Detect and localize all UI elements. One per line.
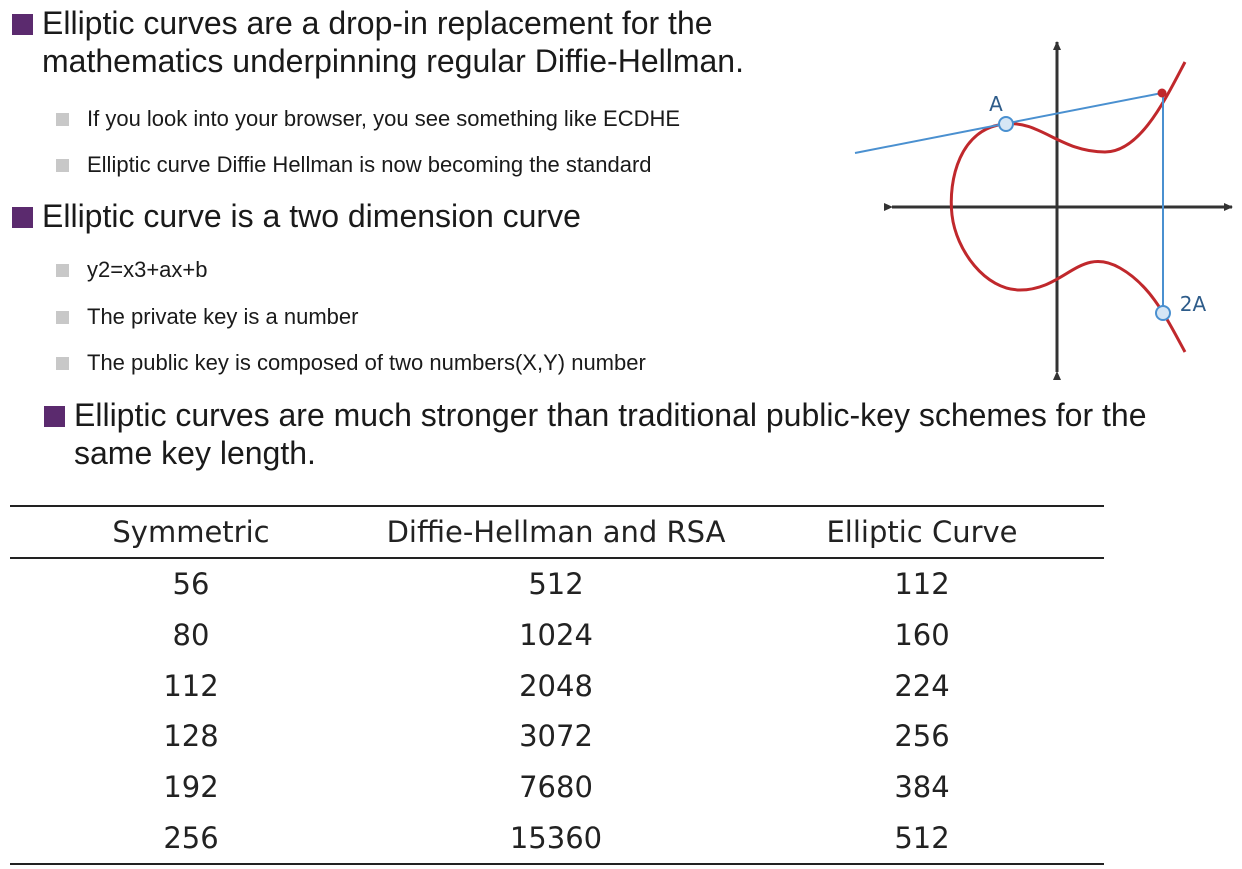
table-row: 112 2048 224 bbox=[10, 660, 1104, 711]
bullet-marker bbox=[12, 207, 33, 228]
sub-bullet-text: Elliptic curve Diffie Hellman is now bec… bbox=[87, 152, 652, 177]
sub-bullet: Elliptic curve Diffie Hellman is now bec… bbox=[56, 152, 652, 178]
table-row: 80 1024 160 bbox=[10, 610, 1104, 661]
table-cell: 384 bbox=[894, 770, 950, 805]
sub-bullet: y2=x3+ax+b bbox=[56, 257, 207, 283]
elliptic-curve bbox=[949, 61, 1187, 353]
sub-bullet-marker bbox=[56, 263, 69, 277]
bullet-two-dimension-curve: Elliptic curve is a two dimension curve bbox=[12, 197, 581, 235]
header-symmetric: Symmetric bbox=[10, 505, 372, 559]
table-row: 56 512 112 bbox=[10, 558, 1104, 610]
table-row: 192 7680 384 bbox=[10, 762, 1104, 813]
table-cell: 1024 bbox=[519, 618, 593, 653]
table-cell: 3072 bbox=[519, 719, 593, 754]
table-cell: 2048 bbox=[519, 668, 593, 703]
table-row: 256 15360 512 bbox=[10, 812, 1104, 866]
bullet-text: Elliptic curves are much stronger than t… bbox=[74, 397, 1147, 471]
sub-bullet-marker bbox=[56, 158, 69, 172]
point-2a-marker bbox=[1155, 305, 1171, 321]
table-cell: 56 bbox=[172, 567, 210, 602]
sub-bullet: The private key is a number bbox=[56, 304, 358, 330]
sub-bullet-marker bbox=[56, 356, 69, 370]
table-cell: 15360 bbox=[372, 812, 740, 866]
table-cell: 80 bbox=[172, 618, 210, 653]
bullet-text: Elliptic curve is a two dimension curve bbox=[42, 198, 581, 234]
intersection-point-marker bbox=[1157, 88, 1167, 98]
sub-bullet-marker bbox=[56, 112, 69, 126]
table-cell: 256 bbox=[10, 812, 372, 866]
table-header-row: Symmetric Diffie-Hellman and RSA Ellipti… bbox=[10, 505, 1104, 559]
sub-bullet-text: The private key is a number bbox=[87, 304, 359, 329]
bullet-marker bbox=[44, 406, 65, 427]
bullet-text: Elliptic curves are a drop-in replacemen… bbox=[42, 5, 744, 79]
table-cell: 224 bbox=[894, 668, 950, 703]
table-cell: 7680 bbox=[519, 770, 593, 805]
bullet-drop-in-replacement: Elliptic curves are a drop-in replacemen… bbox=[12, 4, 842, 80]
header-dh-rsa: Diffie-Hellman and RSA bbox=[372, 505, 740, 559]
label-2a: 2A bbox=[1180, 292, 1207, 316]
sub-bullet: If you look into your browser, you see s… bbox=[56, 106, 680, 132]
table-cell: 512 bbox=[528, 567, 584, 602]
sub-bullet-text: y2=x3+ax+b bbox=[87, 257, 208, 282]
sub-bullet-text: If you look into your browser, you see s… bbox=[87, 106, 681, 131]
table-cell: 512 bbox=[740, 812, 1104, 866]
table-cell: 128 bbox=[163, 719, 219, 754]
bullet-stronger-than-traditional: Elliptic curves are much stronger than t… bbox=[44, 396, 1224, 472]
header-elliptic-curve: Elliptic Curve bbox=[740, 505, 1104, 559]
sub-bullet-marker bbox=[56, 310, 69, 324]
table-cell: 160 bbox=[894, 618, 950, 653]
table-cell: 192 bbox=[163, 770, 219, 805]
table-cell: 112 bbox=[163, 668, 219, 703]
key-length-table: Symmetric Diffie-Hellman and RSA Ellipti… bbox=[10, 505, 1104, 866]
sub-bullet-text: The public key is composed of two number… bbox=[87, 350, 646, 375]
bullet-marker bbox=[12, 14, 33, 35]
elliptic-curve-diagram: A 2A bbox=[854, 41, 1233, 380]
label-a: A bbox=[989, 92, 1003, 116]
table-cell: 256 bbox=[894, 719, 950, 754]
table-cell: 112 bbox=[894, 567, 950, 602]
sub-bullet: The public key is composed of two number… bbox=[56, 350, 646, 376]
table-row: 128 3072 256 bbox=[10, 711, 1104, 762]
point-a-marker bbox=[998, 116, 1014, 132]
